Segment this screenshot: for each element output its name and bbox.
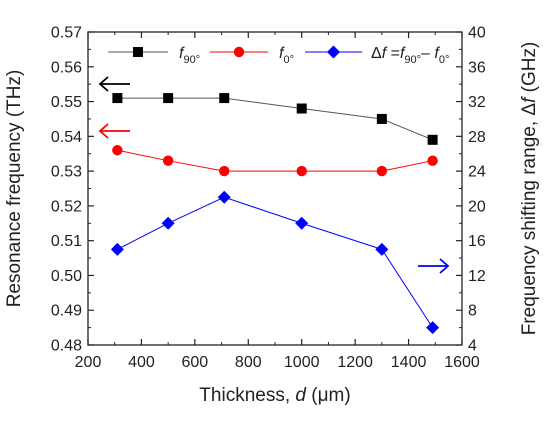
data-point-series-0: [296, 103, 307, 114]
data-point-series-1: [162, 155, 174, 166]
legend-marker: [327, 45, 340, 59]
data-point-series-2: [217, 190, 231, 204]
y-left-tick-label: 0.55: [51, 94, 82, 111]
data-point-series-1: [427, 155, 438, 166]
y-left-tick-label: 0.49: [51, 303, 82, 320]
x-tick-label: 600: [182, 354, 209, 371]
y-right-tick-label: 28: [468, 129, 486, 146]
legend-marker: [233, 46, 245, 58]
legend-marker: [133, 47, 143, 57]
y-right-tick-label: 12: [468, 268, 486, 285]
y-right-tick-label: 36: [468, 59, 486, 76]
y-left-tick-label: 0.56: [51, 59, 82, 76]
data-point-series-2: [295, 216, 309, 230]
plot-area: 200 400 600 800 1000 1200 1400 1600 0.48 0.49 0.50…: [4, 25, 540, 407]
y-left-tick-label: 0.57: [51, 25, 82, 42]
y-right-tick-label: 4: [468, 338, 477, 355]
x-tick-label: 1600: [444, 354, 480, 371]
x-tick-label: 800: [235, 354, 262, 371]
data-point-series-2: [375, 242, 389, 256]
plot-frame: [87, 31, 463, 346]
data-point-series-0: [376, 113, 387, 124]
y-right-tick-label: 8: [468, 303, 477, 320]
y-right-tick-label: 24: [468, 164, 486, 181]
y-left-tick-label: 0.48: [51, 338, 82, 355]
data-point-series-1: [112, 145, 123, 156]
legend-label: Δf =f90°– f0°: [371, 45, 449, 66]
data-point-series-0: [427, 134, 438, 145]
series-line-2: [117, 196, 434, 328]
y-left-tick-label: 0.54: [51, 129, 82, 146]
y-right-tick-label: 16: [468, 233, 486, 250]
left-axis-arrow-red-head: [98, 123, 109, 139]
data-point-series-2: [110, 242, 124, 256]
data-point-series-0: [219, 93, 230, 104]
data-point-series-2: [426, 321, 440, 335]
y-right-tick-label: 32: [468, 94, 486, 111]
series-line-0: [117, 97, 433, 141]
y-left-axis-label: Resonance frequency (THz): [4, 70, 25, 308]
legend-label: f90°: [179, 45, 200, 66]
y-right-tick-label: 40: [468, 25, 486, 42]
x-axis-label: Thickness, d (μm): [199, 385, 350, 406]
data-point-series-0: [112, 93, 123, 104]
data-point-series-1: [219, 165, 230, 177]
right-axis-arrow-blue-head: [439, 258, 450, 274]
left-axis-arrow-black-head: [98, 76, 109, 92]
y-right-axis-label: Frequency shifting range, Δf (GHz): [519, 42, 540, 336]
x-tick-label: 1000: [284, 354, 320, 371]
x-tick-label: 1400: [391, 354, 427, 371]
data-point-series-1: [376, 165, 388, 177]
data-point-series-0: [163, 93, 174, 104]
data-point-series-1: [296, 165, 307, 177]
data-point-series-2: [161, 216, 175, 230]
x-tick-label: 400: [128, 354, 155, 371]
y-right-tick-label: 20: [468, 198, 486, 215]
legend-label: f0°: [279, 45, 294, 66]
y-left-tick-label: 0.51: [51, 233, 82, 250]
y-left-tick-label: 0.52: [51, 198, 82, 215]
y-left-tick-label: 0.50: [51, 268, 82, 285]
x-tick-label: 1200: [337, 354, 373, 371]
y-left-tick-label: 0.53: [51, 164, 82, 181]
series-line-1: [117, 149, 433, 172]
x-tick-label: 200: [75, 354, 102, 371]
